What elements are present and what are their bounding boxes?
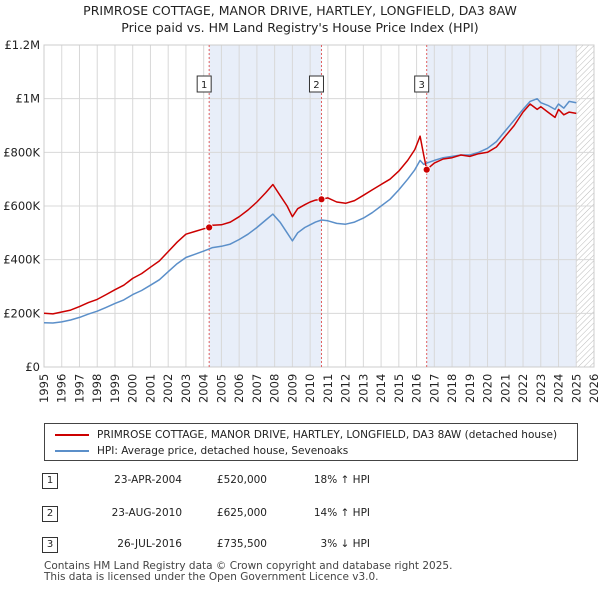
x-tick-label: 2005 xyxy=(214,374,228,403)
sale-number-badge: 1 xyxy=(42,473,58,489)
x-tick-label: 2003 xyxy=(179,374,193,403)
x-tick-label: 2023 xyxy=(534,374,548,403)
x-tick-label: 2000 xyxy=(126,374,140,403)
x-tick-label: 2024 xyxy=(552,374,566,403)
sale-row: 1 23-APR-2004 £520,000 18% ↑ HPI xyxy=(0,473,600,493)
legend-item-property: PRIMROSE COTTAGE, MANOR DRIVE, HARTLEY, … xyxy=(55,427,557,443)
chart-title: PRIMROSE COTTAGE, MANOR DRIVE, HARTLEY, … xyxy=(0,2,600,36)
x-tick-label: 2014 xyxy=(374,374,388,403)
x-tick-label: 2012 xyxy=(339,374,353,403)
sale-price: £625,000 xyxy=(216,507,267,519)
legend-swatch-property xyxy=(55,434,89,436)
x-tick-label: 2007 xyxy=(250,374,264,403)
sale-marker-label: 2 xyxy=(313,80,319,91)
title-line-1: PRIMROSE COTTAGE, MANOR DRIVE, HARTLEY, … xyxy=(83,3,517,18)
x-tick-label: 2017 xyxy=(427,374,441,403)
sale-marker-box xyxy=(308,75,324,93)
y-tick-label: £1.2M xyxy=(4,38,40,52)
footer-attribution: Contains HM Land Registry data © Crown c… xyxy=(44,561,452,583)
sale-date: 26-JUL-2016 xyxy=(117,538,182,550)
sale-hpi-diff: 18% ↑ HPI xyxy=(313,474,370,486)
sale-marker-box xyxy=(414,75,430,93)
price-chart: 1 2 3 £0 £200K £400K £600K £800K £1M £1.2M 1995 1… xyxy=(3,38,600,403)
x-tick-label: 2006 xyxy=(232,374,246,403)
sale-point xyxy=(317,195,326,204)
sale-price: £520,000 xyxy=(216,474,267,486)
grid-lines xyxy=(43,44,595,368)
hpi-line xyxy=(44,97,577,324)
x-tick-label: 1997 xyxy=(72,374,86,403)
x-tick-label: 1998 xyxy=(90,374,104,403)
sale-row: 3 26-JUL-2016 £735,500 3% ↓ HPI xyxy=(0,537,600,557)
sale-markers: 1 2 3 xyxy=(196,75,430,93)
y-tick-label: £200K xyxy=(3,306,40,320)
sale-marker-box xyxy=(196,75,212,93)
y-axis-ticks: £0 £200K £400K £600K £800K £1M £1.2M xyxy=(3,38,40,374)
x-tick-label: 2020 xyxy=(481,374,495,403)
sale-point xyxy=(422,165,431,174)
sale-row: 2 23-AUG-2010 £625,000 14% ↑ HPI xyxy=(0,506,600,526)
x-tick-label: 2015 xyxy=(392,374,406,403)
title-line-2: Price paid vs. HM Land Registry's House … xyxy=(121,20,479,35)
legend-label-property: PRIMROSE COTTAGE, MANOR DRIVE, HARTLEY, … xyxy=(97,429,558,441)
y-tick-label: £0 xyxy=(25,360,40,374)
sale-hpi-diff: 3% ↓ HPI xyxy=(320,538,370,550)
legend-label-hpi: HPI: Average price, detached house, Seve… xyxy=(97,445,349,457)
sale-number-badge: 3 xyxy=(42,537,58,553)
y-tick-label: £400K xyxy=(3,253,40,267)
x-tick-label: 2010 xyxy=(303,374,317,403)
sale-price: £735,500 xyxy=(216,538,267,550)
x-tick-label: 2022 xyxy=(516,374,530,403)
x-tick-label: 2025 xyxy=(569,374,583,403)
legend: PRIMROSE COTTAGE, MANOR DRIVE, HARTLEY, … xyxy=(44,423,578,461)
sale-date: 23-AUG-2010 xyxy=(111,507,182,519)
legend-swatch-hpi xyxy=(55,450,89,452)
y-tick-label: £800K xyxy=(3,145,40,159)
sale-hpi-diff: 14% ↑ HPI xyxy=(313,507,370,519)
sale-marker-label: 1 xyxy=(201,80,207,91)
x-tick-label: 2008 xyxy=(268,374,282,403)
y-tick-label: £1M xyxy=(15,92,40,106)
x-tick-label: 2001 xyxy=(143,374,157,403)
sale-date: 23-APR-2004 xyxy=(114,474,182,486)
legend-item-hpi: HPI: Average price, detached house, Seve… xyxy=(55,443,348,459)
x-tick-label: 1999 xyxy=(108,374,122,403)
x-tick-label: 2011 xyxy=(321,374,335,403)
sale-point xyxy=(205,223,214,232)
x-tick-label: 2009 xyxy=(285,374,299,403)
x-tick-label: 2019 xyxy=(463,374,477,403)
sale-marker-label: 3 xyxy=(419,80,425,91)
sale-number-badge: 2 xyxy=(42,506,58,522)
footer-line-2: This data is licensed under the Open Gov… xyxy=(44,571,379,583)
sale-vertical-lines xyxy=(208,45,428,367)
x-tick-label: 2021 xyxy=(498,374,512,403)
plot-frame xyxy=(43,44,595,368)
x-axis-ticks: 1995 1996 1997 1998 1999 2000 2001 2002 2003 2004… xyxy=(37,374,600,403)
sale-points xyxy=(205,165,431,232)
x-tick-label: 1996 xyxy=(55,374,69,403)
footer-line-1: Contains HM Land Registry data © Crown c… xyxy=(44,560,453,572)
x-tick-label: 2002 xyxy=(161,374,175,403)
x-tick-label: 2026 xyxy=(587,374,600,403)
x-tick-label: 2013 xyxy=(356,374,370,403)
x-tick-label: 2004 xyxy=(197,374,211,403)
x-tick-label: 1995 xyxy=(37,374,51,403)
x-tick-label: 2018 xyxy=(445,374,459,403)
x-tick-label: 2016 xyxy=(410,374,424,403)
y-tick-label: £600K xyxy=(3,199,40,213)
